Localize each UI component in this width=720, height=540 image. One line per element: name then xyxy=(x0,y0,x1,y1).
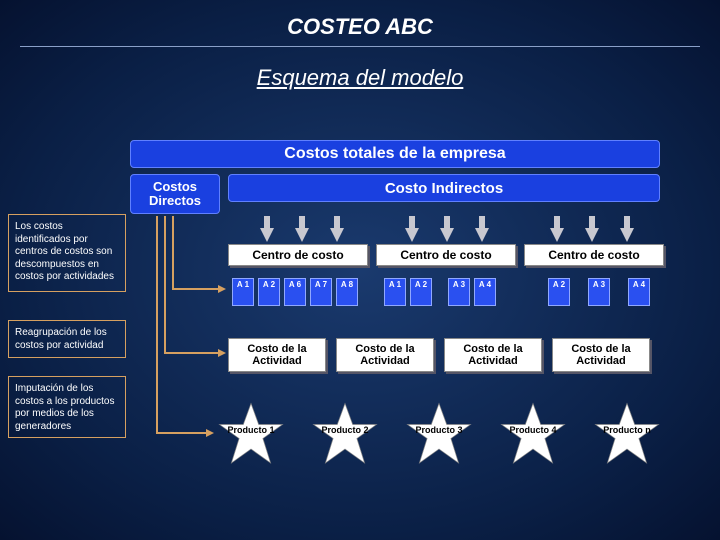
connector xyxy=(156,216,208,434)
box-indirectos: Costo Indirectos xyxy=(228,174,660,202)
diagram: Costos totales de la empresa Costos Dire… xyxy=(0,120,720,530)
act-a2b: A 2 xyxy=(410,278,432,306)
act-cost-2: Costo de la Actividad xyxy=(336,338,434,372)
act-a6: A 6 xyxy=(284,278,306,306)
act-cost-3: Costo de la Actividad xyxy=(444,338,542,372)
act-a4b: A 4 xyxy=(474,278,496,306)
arrow-icon xyxy=(295,228,309,242)
product-label: Producto n xyxy=(592,426,662,436)
star-product-3: Producto 3 xyxy=(404,400,474,470)
note-2: Reagrupación de los costos por actividad xyxy=(8,320,126,358)
arrow-icon xyxy=(550,228,564,242)
arrow-icon xyxy=(440,228,454,242)
act-cost-4: Costo de la Actividad xyxy=(552,338,650,372)
centro-2: Centro de costo xyxy=(376,244,516,266)
product-label: Producto 3 xyxy=(404,426,474,436)
star-product-2: Producto 2 xyxy=(310,400,380,470)
arrow-icon xyxy=(585,228,599,242)
act-a8: A 8 xyxy=(336,278,358,306)
act-cost-1: Costo de la Actividad xyxy=(228,338,326,372)
page-title: COSTEO ABC xyxy=(0,0,720,40)
centro-3: Centro de costo xyxy=(524,244,664,266)
act-a1b: A 1 xyxy=(384,278,406,306)
arrow-icon xyxy=(260,228,274,242)
product-label: Producto 1 xyxy=(216,426,286,436)
arrow-icon xyxy=(405,228,419,242)
act-a7: A 7 xyxy=(310,278,332,306)
product-label: Producto 4 xyxy=(498,426,568,436)
product-label: Producto 2 xyxy=(310,426,380,436)
act-a2: A 2 xyxy=(258,278,280,306)
box-directos: Costos Directos xyxy=(130,174,220,214)
arrow-icon xyxy=(475,228,489,242)
star-product-n: Producto n xyxy=(592,400,662,470)
arrow-icon xyxy=(330,228,344,242)
act-a3c: A 3 xyxy=(588,278,610,306)
note-3: Imputación de los costos a los productos… xyxy=(8,376,126,438)
divider xyxy=(20,46,700,47)
page-subtitle: Esquema del modelo xyxy=(0,65,720,91)
act-a3b: A 3 xyxy=(448,278,470,306)
box-total: Costos totales de la empresa xyxy=(130,140,660,168)
act-a4c: A 4 xyxy=(628,278,650,306)
act-a2c: A 2 xyxy=(548,278,570,306)
centro-1: Centro de costo xyxy=(228,244,368,266)
arrow-icon xyxy=(620,228,634,242)
note-1: Los costos identificados por centros de … xyxy=(8,214,126,292)
star-product-4: Producto 4 xyxy=(498,400,568,470)
act-a1: A 1 xyxy=(232,278,254,306)
star-product-1: Producto 1 xyxy=(216,400,286,470)
